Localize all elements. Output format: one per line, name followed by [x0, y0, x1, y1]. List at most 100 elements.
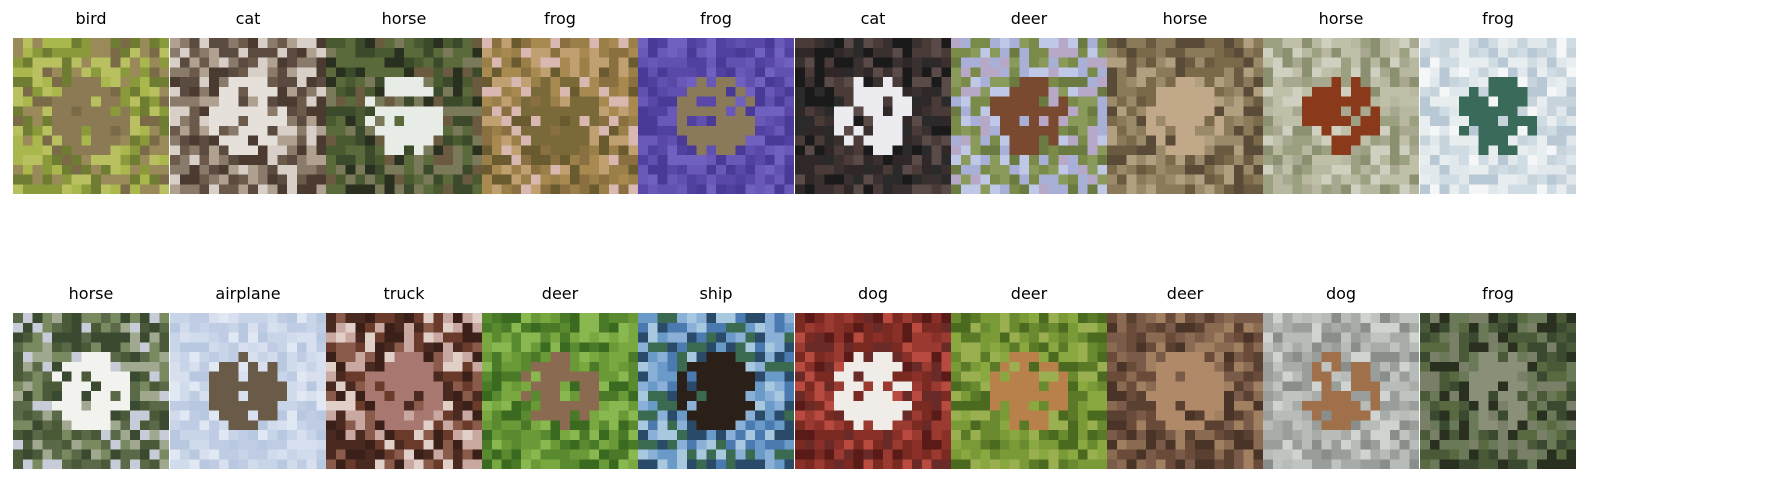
pixel-block	[1420, 67, 1431, 78]
pixel-block	[345, 125, 356, 136]
pixel-block	[189, 391, 200, 402]
pixel-block	[1527, 155, 1538, 166]
pixel-block	[1302, 410, 1313, 421]
pixel-block	[179, 322, 190, 333]
pixel-block	[1204, 381, 1215, 392]
pixel-block	[560, 322, 571, 333]
pixel-block	[1370, 400, 1381, 411]
pixel-block	[863, 57, 874, 68]
pixel-block	[1350, 400, 1361, 411]
pixel-block	[834, 459, 845, 469]
pixel-block	[1556, 116, 1567, 127]
pixel-block	[990, 164, 1001, 175]
pixel-block	[853, 332, 864, 343]
pixel-block	[853, 86, 864, 97]
pixel-block	[1263, 430, 1274, 441]
pixel-block	[42, 410, 53, 421]
pixel-block	[1136, 410, 1147, 421]
pixel-block	[941, 96, 951, 107]
pixel-block	[52, 332, 63, 343]
pixel-block	[882, 430, 893, 441]
pixel-block	[569, 38, 580, 49]
pixel-block	[1097, 77, 1107, 88]
pixel-block	[999, 116, 1010, 127]
pixel-block	[1243, 391, 1254, 402]
pixel-block	[1566, 174, 1576, 185]
pixel-block	[1126, 381, 1137, 392]
pixel-block	[1038, 449, 1049, 460]
pixel-block	[1272, 332, 1283, 343]
pixel-block	[706, 342, 717, 353]
pixel-block	[511, 47, 522, 58]
pixel-block	[1185, 47, 1196, 58]
pixel-block	[472, 381, 482, 392]
pixel-block	[853, 164, 864, 175]
pixel-block	[100, 125, 111, 136]
pixel-block	[1116, 86, 1127, 97]
pixel-block	[1399, 67, 1410, 78]
pixel-block	[599, 145, 610, 156]
pixel-block	[1321, 391, 1332, 402]
pixel-block	[159, 322, 169, 333]
pixel-block	[550, 77, 561, 88]
pixel-block	[482, 342, 493, 353]
pixel-block	[686, 352, 697, 363]
pixel-block	[1292, 342, 1303, 353]
pixel-block	[1155, 439, 1166, 450]
pixel-block	[1233, 342, 1244, 353]
pixel-block	[335, 67, 346, 78]
pixel-block	[677, 57, 688, 68]
pixel-block	[296, 106, 307, 117]
pixel-block	[472, 145, 482, 156]
pixel-block	[1311, 322, 1322, 333]
pixel-block	[179, 342, 190, 353]
image-thumbnail	[951, 313, 1107, 469]
pixel-block	[804, 145, 815, 156]
pixel-block	[1389, 449, 1400, 460]
pixel-block	[306, 145, 317, 156]
pixel-block	[326, 77, 337, 88]
pixel-block	[1087, 145, 1098, 156]
pixel-block	[834, 381, 845, 392]
pixel-block	[1537, 342, 1548, 353]
pixel-block	[1253, 57, 1263, 68]
pixel-block	[1097, 322, 1107, 333]
pixel-block	[725, 381, 736, 392]
pixel-block	[394, 420, 405, 431]
pixel-block	[912, 67, 923, 78]
pixel-block	[491, 459, 502, 469]
pixel-block	[1048, 67, 1059, 78]
pixel-block	[1038, 135, 1049, 146]
pixel-block	[81, 391, 92, 402]
pixel-block	[365, 381, 376, 392]
pixel-block	[579, 145, 590, 156]
pixel-block	[999, 459, 1010, 469]
pixel-block	[1068, 381, 1079, 392]
pixel-block	[521, 439, 532, 450]
pixel-block	[277, 86, 288, 97]
pixel-block	[912, 313, 923, 324]
pixel-block	[589, 371, 600, 382]
pixel-block	[374, 313, 385, 324]
pixel-block	[1459, 67, 1470, 78]
pixel-block	[1360, 420, 1371, 431]
pixel-block	[647, 322, 658, 333]
pixel-block	[120, 332, 131, 343]
pixel-block	[1048, 459, 1059, 469]
pixel-block	[814, 342, 825, 353]
pixel-block	[130, 174, 141, 185]
pixel-block	[355, 184, 366, 194]
pixel-block	[443, 135, 454, 146]
pixel-block	[1468, 106, 1479, 117]
pixel-block	[1233, 116, 1244, 127]
pixel-block	[1350, 391, 1361, 402]
pixel-block	[1136, 174, 1147, 185]
pixel-block	[1546, 67, 1557, 78]
pixel-block	[706, 86, 717, 97]
pixel-block	[1537, 116, 1548, 127]
pixel-block	[1116, 459, 1127, 469]
pixel-block	[745, 67, 756, 78]
pixel-block	[1389, 361, 1400, 372]
pixel-block	[326, 381, 337, 392]
pixel-block	[443, 184, 454, 194]
